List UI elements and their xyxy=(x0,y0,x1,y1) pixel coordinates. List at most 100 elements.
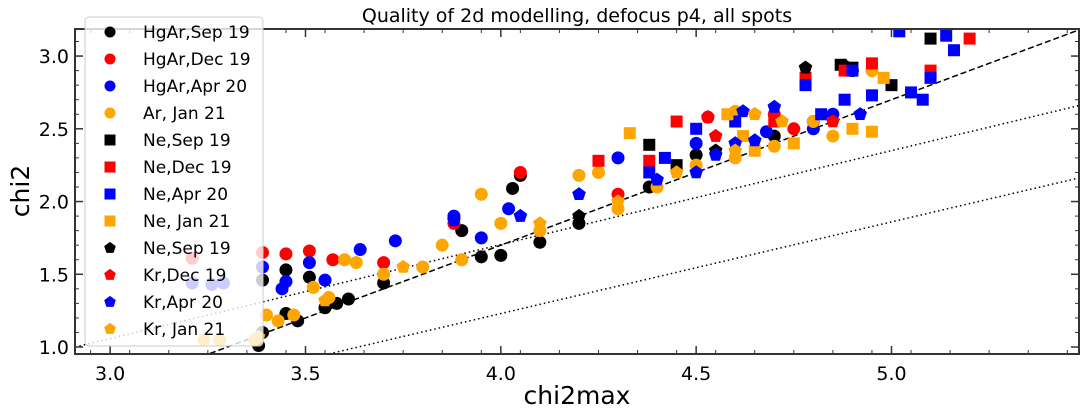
data-point xyxy=(494,248,508,262)
legend: HgAr,Sep 19 HgAr,Dec 19 HgAr,Apr 20 Ar, Jan… xyxy=(84,16,264,347)
x-tick-label: 5.0 xyxy=(876,363,906,385)
data-point xyxy=(728,143,742,157)
data-point xyxy=(826,114,840,128)
data-point xyxy=(737,130,750,143)
data-point xyxy=(798,60,813,74)
legend-label: Ne, Jan 21 xyxy=(143,212,230,232)
x-tick-label: 3.0 xyxy=(95,363,125,385)
data-point xyxy=(377,267,391,281)
data-point xyxy=(669,165,684,179)
data-point xyxy=(905,86,918,99)
data-point xyxy=(513,208,528,222)
data-point xyxy=(708,147,723,161)
data-point xyxy=(447,213,461,227)
data-point xyxy=(533,235,547,249)
data-point xyxy=(416,260,430,274)
data-point xyxy=(396,259,410,273)
data-point xyxy=(846,64,859,77)
data-point xyxy=(748,144,761,157)
data-point xyxy=(759,125,773,139)
legend-marker xyxy=(104,161,116,173)
data-point xyxy=(435,238,449,252)
data-point xyxy=(341,292,355,306)
data-point xyxy=(947,44,960,57)
data-point xyxy=(963,32,976,45)
legend-marker xyxy=(104,322,116,334)
data-point xyxy=(924,71,937,84)
data-point xyxy=(455,253,469,267)
data-point xyxy=(689,136,703,150)
legend-label: Ne,Sep 19 xyxy=(143,239,231,259)
legend-marker xyxy=(104,215,116,227)
data-point xyxy=(670,115,683,128)
legend-label: HgAr,Sep 19 xyxy=(143,23,250,43)
data-point xyxy=(846,122,859,135)
data-point xyxy=(853,107,867,120)
x-tick-label: 3.5 xyxy=(290,363,320,385)
data-point xyxy=(787,122,801,136)
data-point xyxy=(877,71,890,84)
data-point xyxy=(767,139,781,153)
data-point xyxy=(865,125,878,138)
data-point xyxy=(591,165,605,179)
data-point xyxy=(306,280,320,294)
data-point xyxy=(388,234,402,248)
data-point xyxy=(708,128,723,142)
legend-label: Ne,Sep 19 xyxy=(143,131,231,151)
data-point xyxy=(592,154,605,167)
data-point xyxy=(775,114,789,128)
data-point xyxy=(748,107,762,120)
data-point xyxy=(279,275,293,289)
data-point xyxy=(767,99,782,113)
data-point xyxy=(318,273,332,287)
data-point xyxy=(689,165,703,179)
data-point xyxy=(623,127,636,140)
data-point xyxy=(916,93,929,106)
data-point xyxy=(815,108,828,121)
legend-label: Ar, Jan 21 xyxy=(143,104,226,124)
data-point xyxy=(302,244,316,258)
legend-label: Kr, Jan 21 xyxy=(143,320,225,340)
data-point xyxy=(721,108,734,121)
data-point xyxy=(474,187,488,201)
data-point xyxy=(701,110,715,123)
data-point xyxy=(572,168,586,182)
data-point xyxy=(728,136,742,150)
data-point xyxy=(533,216,547,230)
legend-label: Kr,Dec 19 xyxy=(143,266,226,286)
y-tick-label: 2.0 xyxy=(39,192,69,214)
legend-marker xyxy=(104,107,116,119)
data-point xyxy=(799,79,812,92)
data-point xyxy=(377,256,391,270)
legend-marker xyxy=(104,295,116,307)
legend-label: Ne,Apr 20 xyxy=(143,185,228,205)
legend-marker xyxy=(104,26,116,38)
legend-marker xyxy=(104,134,116,146)
y-tick-label: 1.0 xyxy=(39,337,69,359)
data-point xyxy=(736,104,750,118)
data-point xyxy=(474,250,488,264)
data-point xyxy=(643,138,656,151)
data-point xyxy=(689,148,703,162)
x-tick-label: 4.5 xyxy=(681,363,711,385)
data-point xyxy=(838,93,851,106)
data-point xyxy=(271,314,285,328)
x-axis-label: chi2max xyxy=(524,381,631,410)
y-axis-label: chi2 xyxy=(6,165,35,217)
data-point xyxy=(513,165,527,179)
y-tick-label: 3.0 xyxy=(39,46,69,68)
data-point xyxy=(611,194,625,208)
plot-frame xyxy=(74,28,1080,355)
data-point xyxy=(506,181,520,195)
data-point xyxy=(338,253,352,267)
data-point xyxy=(658,151,671,164)
legend-marker xyxy=(104,241,116,253)
data-point xyxy=(690,122,703,135)
data-point xyxy=(893,29,906,38)
data-point xyxy=(349,256,363,270)
data-point xyxy=(748,133,762,147)
data-point xyxy=(494,216,508,230)
legend-label: Kr,Apr 20 xyxy=(143,293,223,313)
data-point xyxy=(643,166,656,179)
data-point xyxy=(572,208,586,222)
